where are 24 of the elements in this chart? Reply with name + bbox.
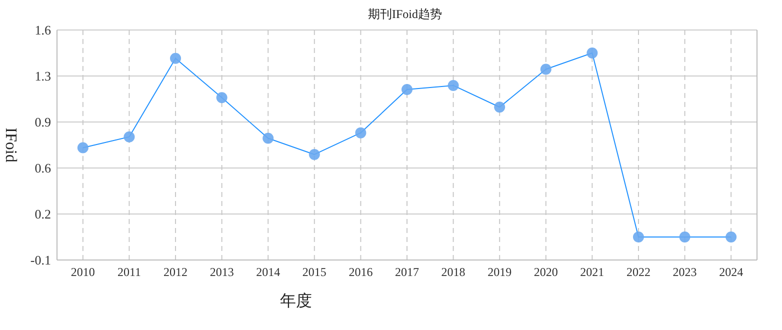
- x-tick-label: 2021: [580, 265, 604, 279]
- x-tick-label: 2015: [302, 265, 326, 279]
- x-tick-label: 2024: [719, 265, 744, 279]
- y-tick-label: 0.9: [34, 114, 51, 130]
- y-tick-label: 1.3: [34, 68, 51, 84]
- x-tick-label: 2012: [164, 265, 188, 279]
- x-tick-label: 2017: [395, 265, 419, 279]
- y-tick-label: -0.1: [30, 252, 51, 268]
- y-tick-label: 0.6: [34, 160, 52, 176]
- chart-title: 期刊IFoid趋势: [368, 7, 442, 21]
- x-tick-label: 2011: [117, 265, 142, 279]
- x-tick-label: 2018: [441, 265, 466, 279]
- x-tick-label: 2013: [210, 265, 234, 279]
- y-tick-label: 1.6: [34, 22, 52, 38]
- x-axis-title: 年度: [280, 292, 312, 310]
- y-tick-label: 0.2: [34, 206, 51, 222]
- y-axis-title: IFoid: [2, 128, 19, 162]
- x-tick-label: 2019: [488, 265, 512, 279]
- x-tick-label: 2016: [348, 265, 373, 279]
- x-tick-label: 2022: [626, 265, 650, 279]
- x-tick-label: 2020: [534, 265, 558, 279]
- x-tick-label: 2010: [70, 265, 95, 279]
- x-tick-label: 2014: [256, 265, 280, 279]
- x-tick-label: 2023: [672, 265, 697, 279]
